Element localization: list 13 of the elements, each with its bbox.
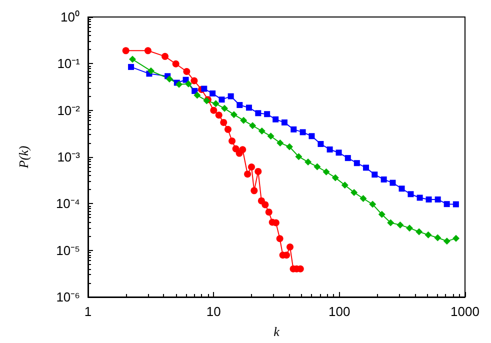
y-tick-label: 10⁻²: [57, 102, 81, 118]
x-tick-label: 100: [328, 304, 350, 319]
y-tick-label: 10⁻⁴: [56, 196, 80, 212]
y-tick-label: 10⁻⁵: [56, 242, 80, 258]
x-tick-label: 10: [206, 304, 221, 319]
x-axis-title: k: [274, 324, 280, 339]
y-tick-label: 10⁻³: [57, 150, 81, 164]
y-tick-label: 10⁰: [60, 10, 80, 24]
y-axis-title: P(k): [16, 146, 31, 170]
y-tick-label: 10⁻⁶: [56, 290, 80, 304]
x-tick-label: 1: [84, 304, 92, 319]
x-tick-label: 1000: [450, 304, 480, 319]
y-tick-label: 10⁻¹: [57, 56, 81, 72]
